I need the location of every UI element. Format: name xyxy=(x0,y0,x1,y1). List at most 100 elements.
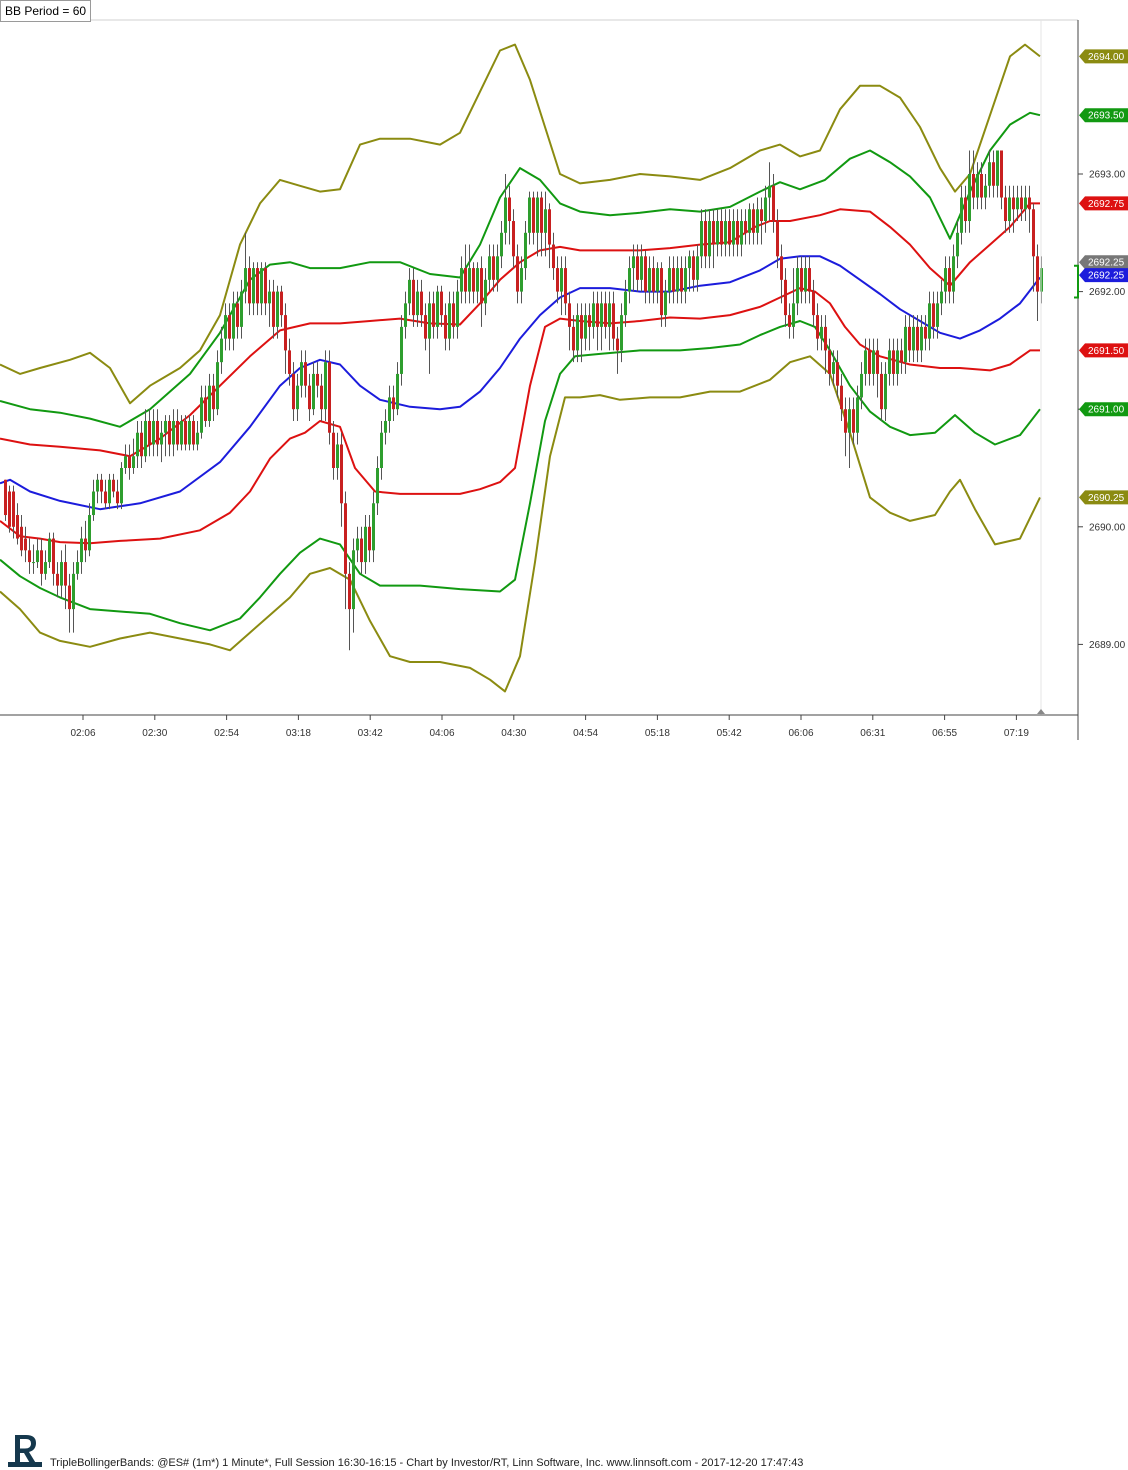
bar-body xyxy=(200,397,203,433)
bar-body xyxy=(412,279,415,316)
bar-body xyxy=(132,456,135,468)
bar-body xyxy=(64,562,67,586)
bar-body xyxy=(396,373,399,410)
bar-body xyxy=(268,291,271,304)
price-bar-185 xyxy=(744,209,747,245)
price-tag: 2692.25 xyxy=(1079,255,1128,270)
bar-body xyxy=(996,150,999,186)
price-bar-189 xyxy=(760,197,763,245)
price-bar-229 xyxy=(920,315,923,363)
bar-body xyxy=(856,397,859,433)
price-bar-169 xyxy=(680,256,683,304)
x-tick-label: 02:30 xyxy=(142,728,167,739)
bar-body xyxy=(228,315,231,339)
price-bar-142 xyxy=(572,315,575,363)
bar-body xyxy=(100,479,103,492)
bar-body xyxy=(552,244,555,269)
price-bar-251 xyxy=(1008,185,1011,233)
bar-body xyxy=(420,291,423,316)
price-bar-53 xyxy=(216,350,219,416)
bar-body xyxy=(980,174,983,198)
bar-body xyxy=(604,303,607,327)
price-bar-14 xyxy=(60,550,63,598)
price-bar-41 xyxy=(168,415,171,457)
price-bar-164 xyxy=(660,262,663,327)
price-bar-171 xyxy=(688,250,691,292)
bar-body xyxy=(984,185,987,198)
bar-body xyxy=(740,221,743,245)
series-line-6 xyxy=(0,43,1041,405)
price-bar-199 xyxy=(800,256,803,304)
bar-body xyxy=(404,303,407,327)
price-bar-71 xyxy=(288,338,291,386)
bar-body xyxy=(172,420,175,445)
bar-body xyxy=(300,362,303,386)
bar-body xyxy=(668,268,671,292)
bar-body xyxy=(824,326,827,351)
bar-body xyxy=(244,268,247,292)
price-bar-173 xyxy=(696,244,699,292)
chart-area[interactable]: 02:06 02:30 02:54 03:18 03:42 04:06 04:30 04:54… xyxy=(0,0,1128,757)
bar-body xyxy=(84,538,87,551)
bar-body xyxy=(216,362,219,410)
price-bar-46 xyxy=(188,415,191,451)
price-bar-13 xyxy=(56,562,59,598)
bar-body xyxy=(776,221,779,257)
bar-body xyxy=(288,350,291,374)
price-bar-212 xyxy=(852,397,855,445)
bar-body xyxy=(592,303,595,327)
price-bar-246 xyxy=(988,150,991,198)
bar-body xyxy=(564,268,567,304)
bar-body xyxy=(388,397,391,421)
bar-body xyxy=(784,279,787,316)
bar-body xyxy=(752,209,755,233)
bar-body xyxy=(728,221,731,245)
bar-body xyxy=(572,326,575,351)
bar-body xyxy=(736,221,739,245)
bar-body xyxy=(748,209,751,233)
bar-body xyxy=(184,420,187,445)
bar-body xyxy=(304,362,307,386)
price-tag-label: 2692.25 xyxy=(1088,258,1125,269)
bar-body xyxy=(860,373,863,398)
bar-body xyxy=(532,197,535,233)
bar-body xyxy=(220,338,223,363)
bar-body xyxy=(384,420,387,433)
price-bar-223 xyxy=(896,338,899,386)
bar-body xyxy=(680,268,683,292)
bar-body xyxy=(700,221,703,257)
price-bar-78 xyxy=(316,362,319,398)
price-bar-75 xyxy=(304,350,307,398)
x-tick-label: 06:55 xyxy=(932,728,957,739)
price-bar-47 xyxy=(192,415,195,451)
price-tag-bg xyxy=(1079,255,1128,270)
bar-body xyxy=(124,456,127,468)
bar-body xyxy=(764,197,767,222)
price-tag: 2691.50 xyxy=(1079,343,1128,358)
bar-body xyxy=(1012,197,1015,210)
bar-body xyxy=(168,420,171,445)
price-bar-48 xyxy=(196,420,199,451)
bar-body xyxy=(896,350,899,374)
price-bar-248 xyxy=(996,150,999,198)
price-bar-59 xyxy=(240,279,243,339)
chart-svg[interactable]: 02:06 02:30 02:54 03:18 03:42 04:06 04:30 04:54… xyxy=(0,0,1128,757)
price-tag-bg xyxy=(1079,402,1128,417)
price-bar-243 xyxy=(976,162,979,210)
price-bar-200 xyxy=(804,256,807,304)
indicator-label[interactable]: BB Period = 60 xyxy=(0,0,92,22)
price-bar-172 xyxy=(692,250,695,292)
bar-body xyxy=(508,197,511,222)
bar-body xyxy=(892,350,895,374)
price-bar-258 xyxy=(1036,244,1039,321)
bar-body xyxy=(68,585,71,610)
price-bar-44 xyxy=(180,415,183,451)
price-bar-114 xyxy=(460,256,463,304)
bar-body xyxy=(48,538,51,563)
price-bar-220 xyxy=(884,362,887,421)
price-bar-128 xyxy=(516,244,519,304)
bar-body xyxy=(988,162,991,186)
bar-body xyxy=(248,268,251,304)
bar-body xyxy=(240,291,243,327)
series-line-3 xyxy=(0,320,1041,632)
